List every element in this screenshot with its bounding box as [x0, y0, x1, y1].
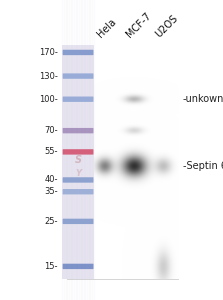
Bar	[67, 45, 178, 279]
Text: 35-: 35-	[44, 187, 58, 196]
FancyBboxPatch shape	[63, 177, 93, 183]
Text: 55-: 55-	[44, 147, 58, 156]
Text: MCF-7: MCF-7	[124, 10, 153, 39]
Text: 15-: 15-	[44, 262, 58, 271]
FancyBboxPatch shape	[63, 149, 93, 154]
Text: 100-: 100-	[39, 95, 58, 104]
Text: S: S	[74, 155, 82, 165]
Text: 40-: 40-	[44, 176, 58, 184]
Text: -Septin 6: -Septin 6	[183, 161, 223, 171]
FancyBboxPatch shape	[63, 50, 93, 55]
FancyBboxPatch shape	[63, 189, 93, 194]
FancyBboxPatch shape	[63, 97, 93, 102]
Bar	[62, 45, 94, 279]
Text: -unkown: -unkown	[183, 94, 223, 104]
Text: 70-: 70-	[44, 126, 58, 135]
FancyBboxPatch shape	[63, 264, 93, 269]
Text: U2OS: U2OS	[153, 13, 180, 39]
FancyBboxPatch shape	[63, 128, 93, 133]
Text: 25-: 25-	[44, 217, 58, 226]
FancyBboxPatch shape	[63, 219, 93, 224]
Text: 170-: 170-	[39, 48, 58, 57]
Text: 130-: 130-	[39, 72, 58, 81]
FancyBboxPatch shape	[63, 74, 93, 79]
Text: Hela: Hela	[95, 16, 118, 39]
Text: Y: Y	[75, 169, 81, 178]
